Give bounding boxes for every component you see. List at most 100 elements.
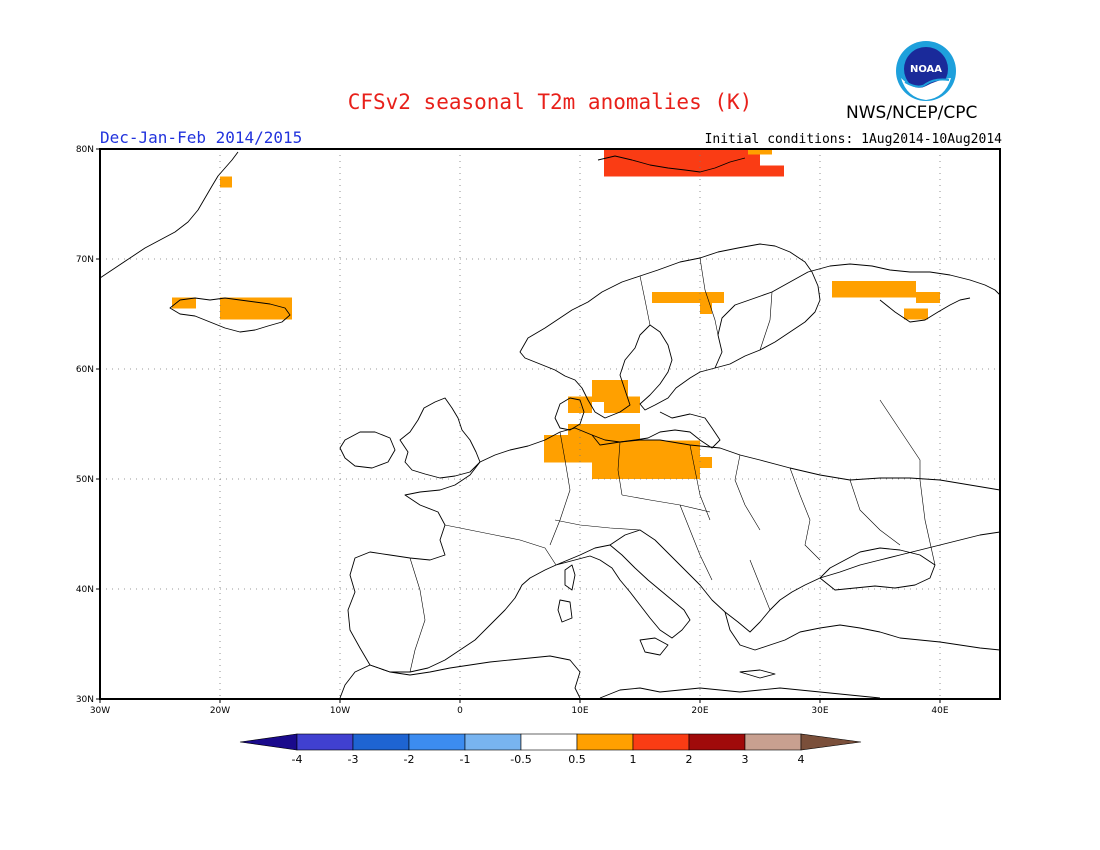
anomaly-region-greenland-east [220, 176, 232, 188]
colorbar-segment [632, 733, 690, 751]
lat-tick-label: 50N [76, 475, 94, 485]
noaa-logo-icon: NOAA [896, 41, 956, 101]
border-line [549, 431, 571, 546]
colorbar-segment [296, 733, 354, 751]
season-label: Dec-Jan-Feb 2014/2015 [100, 128, 303, 147]
coastline-ireland [339, 431, 396, 469]
anomaly-region-svalbard-east [736, 165, 784, 177]
anomaly-region-iceland-west [172, 297, 196, 309]
lat-tick-label: 60N [76, 365, 94, 375]
coastline-europe-west [479, 427, 1001, 491]
anomaly-regions [172, 149, 940, 479]
border-line [734, 454, 761, 531]
border-line [759, 291, 773, 351]
coastline-sardinia-corsica [557, 564, 576, 623]
anomaly-region-white-sea [904, 308, 928, 320]
colorbar-label: -4 [292, 753, 303, 766]
coastline-africa [339, 655, 581, 699]
coastline-scandinavia [519, 243, 821, 419]
colorbar-label: -3 [348, 753, 359, 766]
lat-tick-label: 40N [76, 585, 94, 595]
country-borders [409, 257, 936, 673]
lon-tick-label: 30E [811, 706, 828, 716]
coastline-iceland [169, 297, 291, 333]
coastline-greenland [99, 151, 239, 279]
border-line [639, 275, 651, 326]
map-gridlines [100, 149, 1000, 699]
coastline-greece-turkey [724, 611, 1001, 651]
colorbar-label: -2 [404, 753, 415, 766]
anomaly-region-denmark [568, 396, 592, 413]
border-line [679, 504, 713, 581]
colorbar-segment [744, 733, 802, 751]
colorbar-segment [688, 733, 746, 751]
anomaly-region-svalbard [604, 149, 760, 177]
border-line [617, 441, 623, 496]
chart-title: CFSv2 seasonal T2m anomalies (K) [347, 90, 753, 114]
anomaly-region-kola [832, 281, 916, 298]
coastlines [99, 151, 1001, 699]
lon-tick-label: 40E [931, 706, 948, 716]
coastline-britain [399, 397, 481, 479]
anomaly-region-south-sweden-b [604, 396, 640, 413]
colorbar-segment [408, 733, 466, 751]
border-line [919, 479, 936, 566]
border-line [409, 557, 426, 673]
anomaly-region-poland-east [688, 457, 712, 468]
coastline-france-iberia [347, 461, 557, 673]
colorbar-extend-high [800, 733, 862, 751]
colorbar-segment [464, 733, 522, 751]
lon-tick-label: 20W [210, 706, 230, 716]
coastline-libya-egypt [599, 687, 881, 699]
colorbar-label: 0.5 [568, 753, 586, 766]
anomaly-region-baltic-coast [568, 424, 640, 441]
anomaly-region-svalbard-small [748, 149, 772, 155]
anomaly-region-sweden-north-tail [700, 303, 712, 314]
border-line [444, 524, 557, 566]
map-frame [99, 148, 1001, 700]
lon-tick-label: 10E [571, 706, 588, 716]
axis-tick-labels: 30W 20W 10W 0 10E 20E 30E 40E 30N 40N 50N 60N 70N 80N [76, 145, 949, 716]
colorbar-label: -1 [460, 753, 471, 766]
lon-tick-label: 30W [90, 706, 110, 716]
lat-tick-label: 30N [76, 695, 94, 705]
coastline-crete [739, 669, 776, 679]
colorbar: -4 -3 -2 -1 -0.5 0.5 1 2 3 4 [239, 733, 862, 766]
colorbar-label: 2 [686, 753, 693, 766]
colorbar-label: 4 [798, 753, 805, 766]
colorbar-extend-low [239, 733, 298, 751]
logo-text: NOAA [910, 64, 942, 75]
coastline-white-sea [879, 297, 971, 323]
colorbar-label: 1 [630, 753, 637, 766]
coastline-italy [555, 544, 691, 639]
lon-tick-label: 0 [457, 706, 463, 716]
anomaly-region-kola-east [916, 292, 940, 303]
coastline-adriatic-balkans [609, 529, 1001, 633]
coastline-denmark [554, 397, 585, 431]
coastline-sicily [639, 637, 669, 656]
border-line [554, 519, 641, 531]
colorbar-segment [520, 733, 578, 751]
border-line [689, 444, 711, 521]
colorbar-segment [576, 733, 634, 751]
colorbar-label: 3 [742, 753, 749, 766]
border-line [849, 479, 901, 546]
border-line [749, 559, 771, 611]
anomaly-region-iceland [220, 297, 292, 320]
coastline-finland-russia [714, 263, 1001, 369]
border-line [789, 467, 821, 561]
border-line [621, 494, 711, 513]
lon-tick-label: 20E [691, 706, 708, 716]
anomaly-region-germany-poland [592, 440, 700, 479]
border-line [699, 257, 719, 336]
colorbar-label: -0.5 [510, 753, 531, 766]
colorbar-segment [352, 733, 410, 751]
lat-tick-label: 70N [76, 255, 94, 265]
border-line [879, 399, 921, 480]
lon-tick-label: 10W [330, 706, 350, 716]
coastline-svalbard [597, 155, 746, 173]
anomaly-region-sweden-north [652, 292, 724, 303]
coastline-black-sea [819, 547, 936, 591]
agency-label: NWS/NCEP/CPC [846, 103, 978, 123]
